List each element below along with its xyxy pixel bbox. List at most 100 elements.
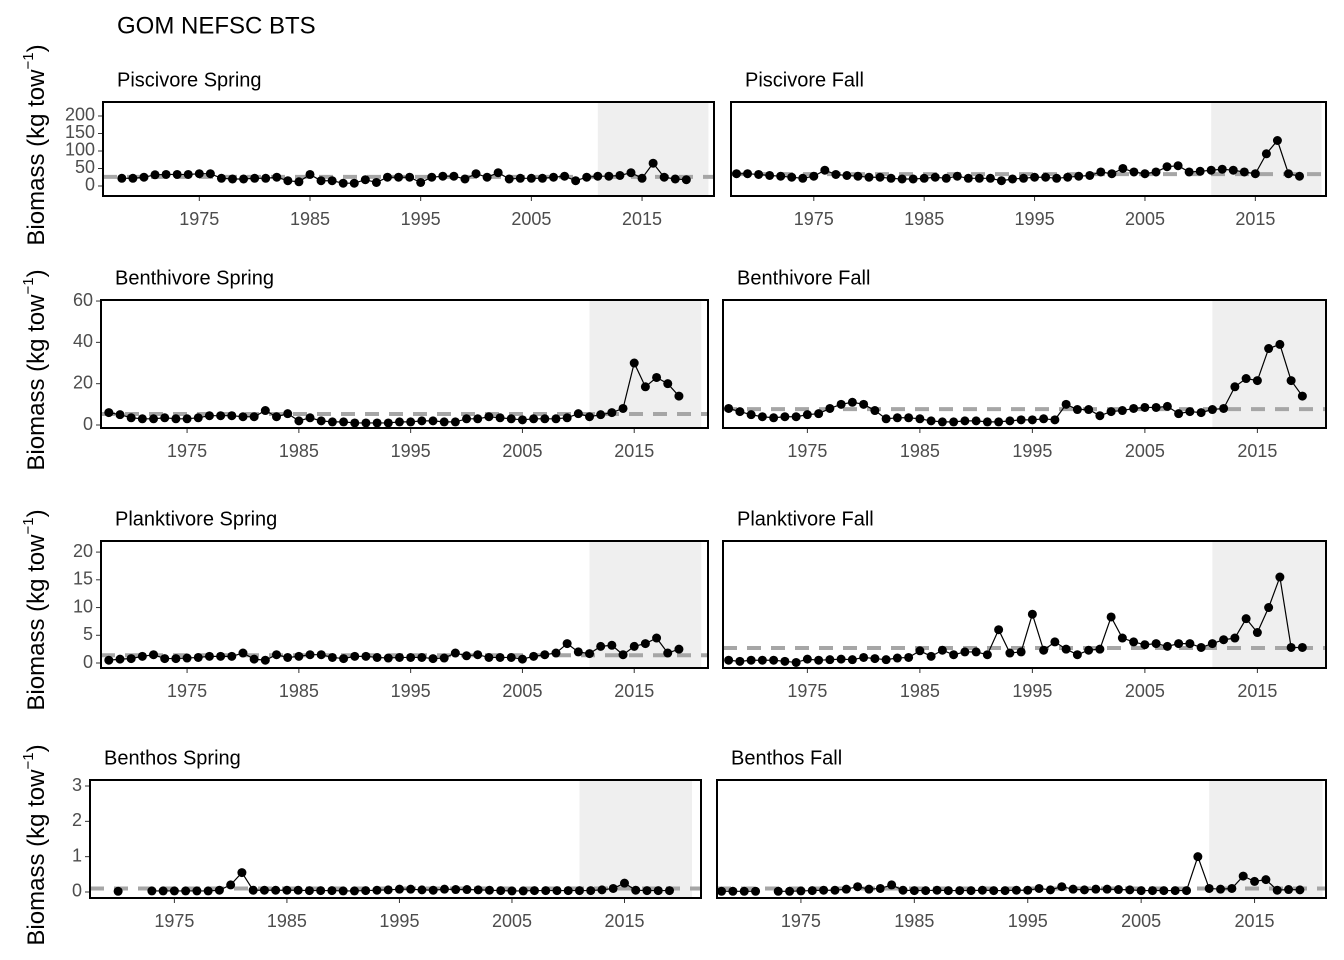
data-point (495, 652, 505, 662)
data-point (1084, 645, 1094, 655)
data-point (239, 174, 249, 184)
panel (731, 102, 1326, 196)
panel (101, 541, 708, 668)
data-point (746, 410, 756, 420)
y-tick-label: 15 (73, 569, 93, 589)
data-point (541, 886, 551, 896)
data-point (732, 169, 742, 179)
panel-title: Piscivore Spring (117, 69, 262, 91)
series-line (121, 162, 687, 184)
data-point (831, 169, 841, 179)
data-point (1052, 173, 1062, 183)
data-point (1106, 612, 1116, 622)
y-axis-label-text: Biomass (kg tow (23, 534, 50, 711)
data-point (892, 413, 902, 423)
data-point (473, 414, 483, 424)
panel-title: Benthos Spring (104, 747, 241, 769)
y-tick-label: 2 (72, 810, 82, 830)
panel (717, 780, 1326, 898)
data-point (1140, 402, 1150, 412)
data-point (807, 886, 817, 896)
data-point (117, 173, 127, 183)
data-point (1034, 883, 1044, 893)
data-point (383, 885, 393, 895)
highlight-region (589, 300, 702, 428)
data-point (743, 169, 753, 179)
data-point (1174, 639, 1184, 649)
x-tick-label: 1985 (900, 441, 940, 461)
x-tick-label: 2005 (492, 911, 532, 931)
data-point (406, 884, 416, 894)
x-tick-label: 1975 (154, 911, 194, 931)
data-point (909, 886, 919, 896)
data-point (674, 644, 684, 654)
data-point (1061, 644, 1071, 654)
data-point (1185, 639, 1195, 649)
data-point (1170, 886, 1180, 896)
data-point (450, 417, 460, 427)
y-tick-label: 20 (73, 372, 93, 392)
x-tick-label: 2005 (1125, 441, 1165, 461)
data-point (943, 886, 953, 896)
data-point (316, 416, 326, 426)
data-point (915, 414, 925, 424)
data-point (937, 417, 947, 427)
panel (723, 541, 1326, 668)
data-point (562, 639, 572, 649)
data-point (1185, 407, 1195, 417)
data-point (192, 886, 202, 896)
data-point (361, 886, 371, 896)
data-point (339, 417, 349, 427)
data-point (394, 652, 404, 662)
data-point (540, 650, 550, 660)
data-point (1061, 399, 1071, 409)
data-point (996, 176, 1006, 186)
x-tick-label: 1995 (1015, 209, 1055, 229)
data-point (1286, 376, 1296, 386)
data-point (1011, 885, 1021, 895)
panel-title: Benthivore Spring (115, 267, 274, 289)
panel (103, 102, 714, 196)
data-point (449, 171, 459, 181)
data-point (618, 650, 628, 660)
data-point (836, 654, 846, 664)
data-point (757, 655, 767, 665)
data-point (796, 886, 806, 896)
x-tick-label: 1975 (794, 209, 834, 229)
y-tick-label: 40 (73, 331, 93, 351)
data-point (963, 173, 973, 183)
data-point (1162, 162, 1172, 172)
panel (90, 780, 701, 898)
data-point (515, 173, 525, 183)
data-point (674, 391, 684, 401)
data-point (361, 418, 371, 428)
data-point (462, 885, 472, 895)
y-tick-label: 5 (83, 624, 93, 644)
data-point (137, 651, 147, 661)
data-point (484, 412, 494, 422)
data-point (785, 886, 795, 896)
data-point (260, 655, 270, 665)
data-point (659, 172, 669, 182)
data-point (607, 640, 617, 650)
x-tick-label: 2005 (1125, 681, 1165, 701)
y-tick-label: 50 (75, 157, 95, 177)
data-point (115, 654, 125, 664)
data-point (629, 358, 639, 368)
data-point (305, 413, 315, 423)
data-point (126, 413, 136, 423)
y-axis-label: Biomass (kg tow−1) (20, 509, 50, 710)
data-point (126, 654, 136, 664)
data-point (1107, 169, 1117, 179)
data-point (960, 647, 970, 657)
data-point (149, 650, 159, 660)
y-tick-label: 60 (73, 290, 93, 310)
data-point (563, 886, 573, 896)
data-point (825, 655, 835, 665)
data-point (1063, 172, 1073, 182)
highlight-region (579, 780, 692, 898)
x-tick-label: 1995 (379, 911, 419, 931)
data-point (1096, 167, 1106, 177)
data-point (1230, 633, 1240, 643)
